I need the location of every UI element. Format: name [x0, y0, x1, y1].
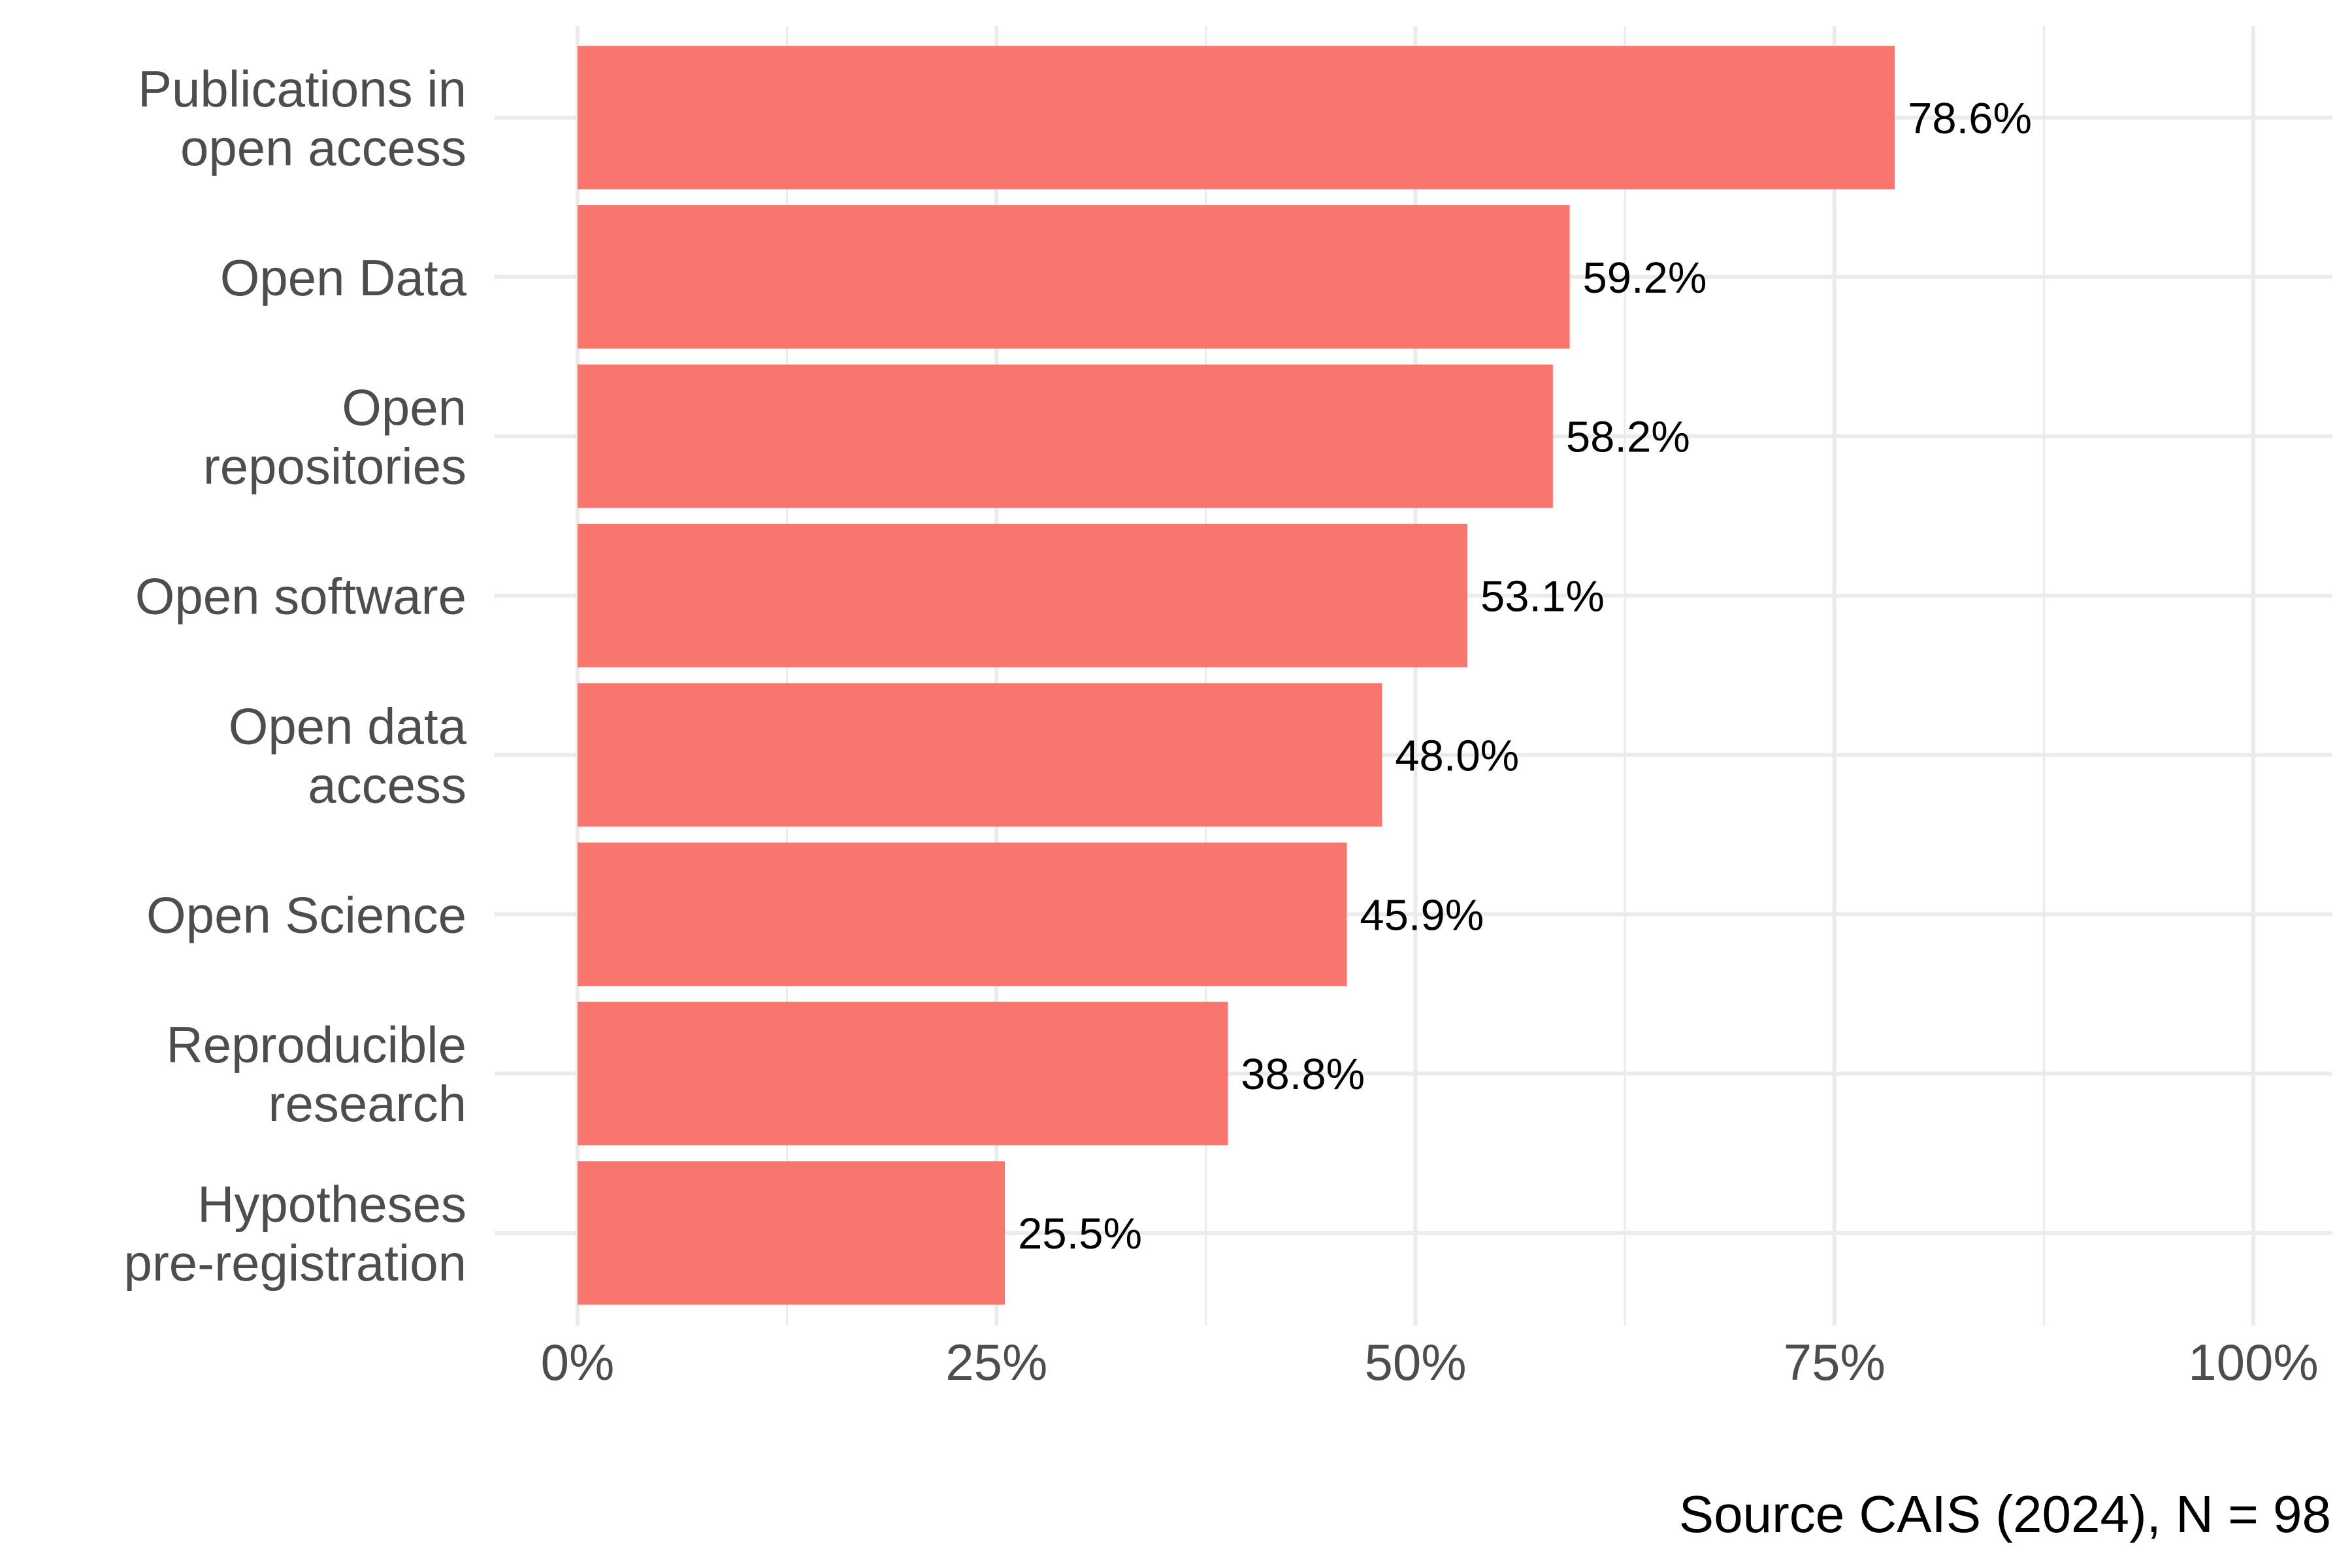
x-tick-label: 100%	[2188, 1333, 2319, 1391]
category-label: Open Science	[146, 886, 466, 943]
source-caption: Source CAIS (2024), N = 98	[1679, 1485, 2331, 1543]
bar	[578, 205, 1569, 348]
bar	[578, 1161, 1005, 1304]
category-label: Publications in	[138, 60, 466, 118]
bar	[578, 365, 1553, 508]
category-label: research	[269, 1075, 466, 1132]
data-label: 53.1%	[1480, 572, 1605, 621]
data-label: 25.5%	[1018, 1209, 1142, 1258]
data-label: 58.2%	[1566, 413, 1690, 462]
category-label: Open data	[229, 697, 467, 755]
category-label: access	[308, 756, 466, 813]
category-label: Reproducible	[166, 1016, 466, 1073]
bar	[578, 1002, 1228, 1145]
category-label: pre-registration	[123, 1234, 466, 1292]
data-label: 45.9%	[1360, 890, 1484, 939]
x-tick-label: 50%	[1364, 1333, 1466, 1391]
bar	[578, 524, 1467, 667]
x-tick-label: 25%	[945, 1333, 1047, 1391]
x-tick-label: 0%	[541, 1333, 615, 1391]
category-label: Hypotheses	[197, 1175, 466, 1233]
category-label: Open	[342, 379, 466, 436]
bar	[578, 683, 1382, 826]
bar	[578, 843, 1347, 986]
category-label: repositories	[203, 438, 466, 495]
data-label: 78.6%	[1908, 94, 2032, 143]
category-label: Open software	[135, 568, 466, 625]
category-label: open access	[180, 119, 466, 176]
data-label: 48.0%	[1395, 731, 1519, 780]
data-label: 38.8%	[1241, 1050, 1365, 1099]
bar	[578, 46, 1895, 189]
category-label: Open Data	[220, 249, 467, 306]
data-label: 59.2%	[1582, 253, 1707, 302]
x-tick-label: 75%	[1784, 1333, 1886, 1391]
